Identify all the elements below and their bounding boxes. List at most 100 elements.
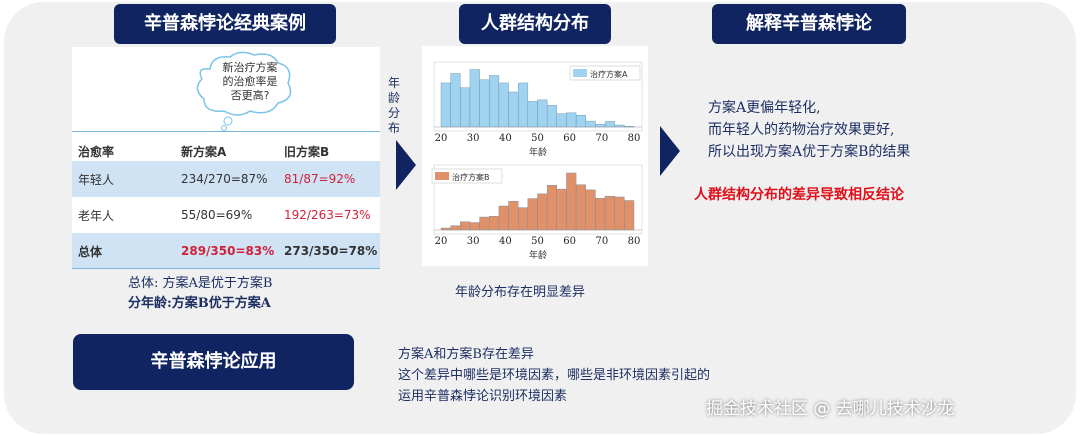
histogram-bar <box>469 222 480 231</box>
histogram-bar <box>450 225 461 231</box>
legend-label: 治疗方案B <box>452 172 490 182</box>
x-tick-label: 30 <box>467 133 480 144</box>
histogram-bar <box>537 193 548 231</box>
legend-swatch <box>435 172 449 180</box>
x-tick-label: 40 <box>499 236 512 247</box>
table-cell: 192/263=73% <box>284 208 371 222</box>
x-axis-label: 年龄 <box>529 249 547 261</box>
explain-line: 而年轻人的药物治疗效果更好, <box>708 122 895 138</box>
age-distribution-label: 年 龄 分 布 <box>388 76 402 136</box>
histogram-bar <box>566 172 577 231</box>
histogram-bar <box>479 79 490 128</box>
label-char: 分 <box>388 106 401 120</box>
age-conclusion: 分年龄:方案B优于方案A <box>128 296 271 311</box>
chart-caption: 年龄分布存在明显差异 <box>455 285 586 300</box>
table-cell: 289/350=83% <box>181 244 275 258</box>
histogram-bar <box>604 195 615 231</box>
histogram-bar <box>585 120 596 128</box>
table-cell: 55/80=69% <box>181 208 253 222</box>
table-row: 总体 289/350=83% 273/350=78% <box>72 233 380 269</box>
x-tick-label: 40 <box>499 133 512 144</box>
plot-frame <box>433 61 643 132</box>
x-axis-label: 年龄 <box>529 146 547 158</box>
histogram-bar <box>508 201 519 231</box>
x-tick-label: 80 <box>628 236 641 247</box>
histogram-bar <box>508 91 519 128</box>
histogram-bar <box>489 216 500 231</box>
histogram-bar <box>614 196 625 231</box>
plot-frame <box>433 164 643 235</box>
legend-label: 治疗方案A <box>590 69 628 79</box>
label-char: 龄 <box>388 91 401 105</box>
thought-cloud-icon <box>196 51 292 131</box>
x-tick-label: 60 <box>563 133 576 144</box>
explain-line: 所以出现方案A优于方案B的结果 <box>708 144 911 160</box>
application-line: 方案A和方案B存在差异 <box>398 347 534 362</box>
table-cell: 81/87=92% <box>284 172 356 186</box>
x-tick-label: 20 <box>435 236 448 247</box>
classic-case-header: 辛普森悖论经典案例 <box>114 4 336 44</box>
legend-box <box>431 168 503 184</box>
explain-paradox-header: 解释辛普森悖论 <box>712 4 906 44</box>
histogram-bar <box>527 101 538 128</box>
cure-rate-table: 新治疗方案 的治愈率是 否更高? 治愈率 新方案A 旧方案B 年轻人 234/2… <box>72 47 380 269</box>
table-row: 老年人 55/80=69% 192/263=73% <box>72 197 380 233</box>
explain-line: 方案A更偏年轻化, <box>708 100 821 116</box>
column-header: 治愈率 <box>78 144 115 159</box>
histogram-bar <box>546 184 558 231</box>
x-tick-label: 60 <box>563 236 576 247</box>
histogram-bar <box>585 189 596 231</box>
histogram-bar <box>517 82 529 128</box>
column-header: 旧方案B <box>284 144 330 159</box>
histogram-bar <box>604 121 615 128</box>
histogram-bar <box>546 105 558 128</box>
table-cell: 273/350=78% <box>284 244 378 258</box>
histogram-bar <box>595 124 606 128</box>
age-histograms: 20 30 40 50 60 70 80 年龄 治疗方案A 20 30 40 50 60 70 80 年龄 治疗方… <box>422 46 648 266</box>
label-char: 年 <box>388 76 401 90</box>
histogram-bar <box>517 207 529 231</box>
x-tick-label: 30 <box>467 236 480 247</box>
application-line: 运用辛普森悖论识别环境因素 <box>398 389 568 404</box>
histogram-bar <box>624 200 635 231</box>
histogram-bar <box>450 73 461 128</box>
column-header: 新方案A <box>181 144 227 159</box>
cloud-line: 否更高? <box>230 89 270 102</box>
histogram-bar <box>469 69 480 128</box>
table-cell: 老年人 <box>78 208 115 223</box>
histogram-bar <box>556 113 567 128</box>
x-tick-label: 80 <box>628 133 641 144</box>
x-tick-label: 20 <box>435 133 448 144</box>
histogram-bar <box>575 114 586 128</box>
x-tick-label: 70 <box>595 236 608 247</box>
histogram-bar <box>595 197 606 231</box>
application-header: 辛普森悖论应用 <box>73 334 354 390</box>
overall-conclusion: 总体: 方案A是优于方案B <box>128 276 273 291</box>
histogram-bar <box>460 221 471 231</box>
table-cell: 234/270=87% <box>181 172 268 186</box>
table-cell: 总体 <box>78 244 103 259</box>
x-tick-label: 70 <box>595 133 608 144</box>
histogram-bar <box>489 75 500 128</box>
histogram-bar <box>479 216 490 231</box>
arrow-right-icon <box>660 126 680 176</box>
histogram-bar <box>498 82 509 128</box>
cloud-line: 的治愈率是 <box>222 75 278 88</box>
histogram-bar <box>556 188 567 231</box>
table-cell: 年轻人 <box>78 172 115 187</box>
x-tick-label: 50 <box>531 236 544 247</box>
application-text: 方案A和方案B存在差异 这个差异中哪些是环境因素，哪些是非环境因素引起的 运用辛… <box>398 344 710 407</box>
histogram-bar <box>527 198 538 231</box>
label-char: 布 <box>388 121 401 135</box>
histogram-bar <box>460 87 471 128</box>
arrow-right-icon <box>396 140 416 190</box>
legend-swatch <box>573 69 587 77</box>
explanation-text: 方案A更偏年轻化, 而年轻人的药物治疗效果更好, 所以出现方案A优于方案B的结果 <box>708 97 910 163</box>
histogram-bar <box>575 184 586 231</box>
table-row: 年轻人 234/270=87% 81/87=92% <box>72 161 380 197</box>
explanation-highlight: 人群结构分布的差异导致相反结论 <box>694 187 904 203</box>
x-tick-label: 50 <box>531 133 544 144</box>
histogram-bar <box>537 99 548 128</box>
population-structure-header: 人群结构分布 <box>459 4 611 44</box>
